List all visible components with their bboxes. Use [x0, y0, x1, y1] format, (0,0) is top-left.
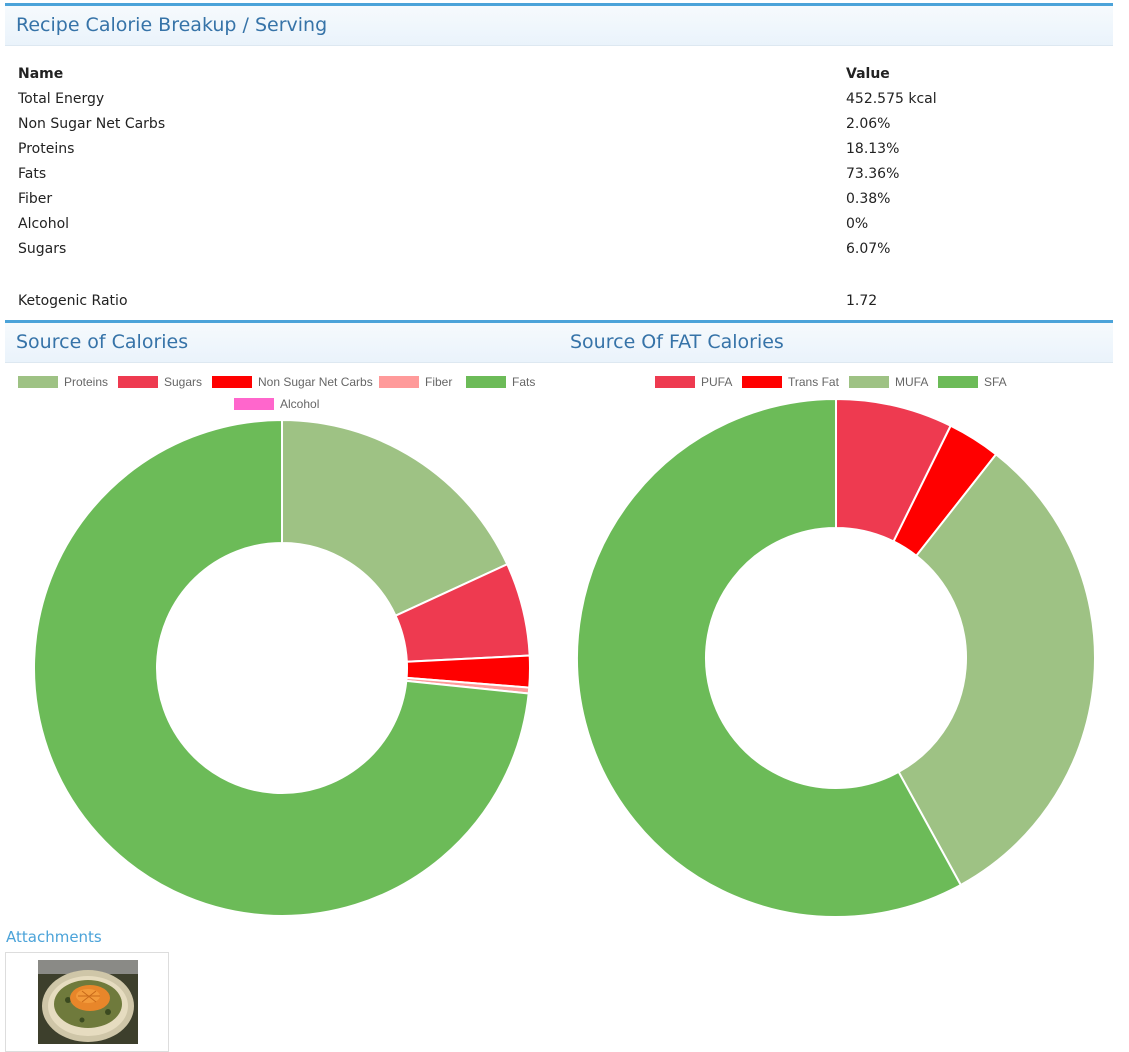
nutrient-value: 6.07%	[846, 240, 891, 257]
legend-item[interactable]: PUFA	[655, 375, 732, 389]
legend-item[interactable]: Non Sugar Net Carbs	[212, 375, 373, 389]
table-header-row: Name Value	[18, 61, 937, 86]
source-of-calories-title: Source of Calories	[5, 323, 559, 363]
legend-item[interactable]: Fiber	[379, 375, 452, 389]
legend-label: Sugars	[164, 375, 203, 389]
legend-label: MUFA	[895, 375, 929, 389]
legend-item[interactable]: Sugars	[118, 375, 202, 389]
legend-swatch	[118, 376, 158, 388]
legend-label: Proteins	[64, 375, 109, 389]
legend-swatch	[379, 376, 419, 388]
attachment-item[interactable]	[5, 952, 169, 1052]
legend-item[interactable]: Fats	[466, 375, 535, 389]
nutrient-value: 73.36%	[846, 165, 900, 182]
column-header-name: Name	[18, 65, 64, 82]
nutrient-value: 18.13%	[846, 140, 900, 157]
column-header-value: Value	[846, 65, 890, 82]
fat-legend: PUFA Trans Fat MUFA SFA	[559, 371, 1113, 411]
nutrient-name: Fats	[18, 165, 47, 182]
legend-swatch	[742, 376, 782, 388]
legend-item[interactable]: Proteins	[18, 375, 108, 389]
nutrient-name: Total Energy	[18, 90, 105, 107]
legend-swatch	[212, 376, 252, 388]
legend-label: SFA	[984, 375, 1007, 389]
nutrient-name: Alcohol	[18, 215, 70, 232]
legend-label: Fiber	[425, 375, 453, 389]
donut-slice-proteins[interactable]	[281, 418, 509, 618]
table-row: Alcohol 0%	[18, 211, 937, 236]
legend-label: Non Sugar Net Carbs	[258, 375, 373, 389]
table-row: Non Sugar Net Carbs 2.06%	[18, 111, 937, 136]
table-row: Fats 73.36%	[18, 161, 937, 186]
nutrient-name: Non Sugar Net Carbs	[18, 115, 166, 132]
legend-swatch	[655, 376, 695, 388]
source-of-fat-panel: Source Of FAT Calories PUFA Trans Fat MUFA…	[559, 320, 1113, 920]
nutrient-value: 452.575 kcal	[846, 90, 937, 107]
table-row: Proteins 18.13%	[18, 136, 937, 161]
nutrient-value: 0%	[846, 215, 869, 232]
nutrient-name: Proteins	[18, 140, 75, 157]
donut-slice-sfa[interactable]	[576, 397, 963, 918]
legend-item[interactable]: SFA	[938, 375, 1007, 389]
attachments-title: Attachments	[6, 928, 102, 946]
legend-item[interactable]: MUFA	[849, 375, 928, 389]
donut-slice-mufa[interactable]	[897, 452, 1096, 887]
nutrition-table: Name Value Total Energy 452.575 kcal Non S…	[18, 61, 937, 313]
donut-slice-fats[interactable]	[33, 418, 530, 917]
calorie-breakup-title: Recipe Calorie Breakup / Serving	[5, 6, 1113, 46]
table-row: Sugars 6.07%	[18, 236, 937, 261]
ketogenic-ratio-row: Ketogenic Ratio 1.72	[18, 288, 937, 313]
legend-swatch	[938, 376, 978, 388]
legend-label: Alcohol	[280, 397, 320, 411]
calorie-breakup-panel: Recipe Calorie Breakup / Serving Name Va…	[5, 3, 1113, 319]
recipe-photo-thumbnail[interactable]	[38, 960, 138, 1044]
ketogenic-ratio-value: 1.72	[846, 292, 878, 309]
legend-label: Trans Fat	[788, 375, 839, 389]
legend-swatch	[466, 376, 506, 388]
legend-item[interactable]: Alcohol	[234, 397, 319, 411]
legend-item[interactable]: Trans Fat	[742, 375, 839, 389]
legend-swatch	[234, 398, 274, 410]
legend-label: PUFA	[701, 375, 733, 389]
table-row: Fiber 0.38%	[18, 186, 937, 211]
table-row: Total Energy 452.575 kcal	[18, 86, 937, 111]
ketogenic-ratio-label: Ketogenic Ratio	[18, 292, 128, 309]
legend-label: Fats	[512, 375, 536, 389]
nutrient-name: Fiber	[18, 190, 53, 207]
legend-swatch	[18, 376, 58, 388]
source-of-calories-panel: Source of Calories Proteins Sugars Non Sug…	[5, 320, 559, 920]
source-of-fat-title: Source Of FAT Calories	[559, 323, 1113, 363]
nutrient-name: Sugars	[18, 240, 67, 257]
nutrient-value: 2.06%	[846, 115, 891, 132]
calories-donut-chart	[33, 418, 531, 917]
calories-legend: Proteins Sugars Non Sugar Net Carbs Fiber Fa…	[5, 371, 559, 411]
fat-donut-chart	[576, 397, 1096, 918]
nutrient-value: 0.38%	[846, 190, 891, 207]
legend-swatch	[849, 376, 889, 388]
spacer-row	[18, 261, 937, 288]
